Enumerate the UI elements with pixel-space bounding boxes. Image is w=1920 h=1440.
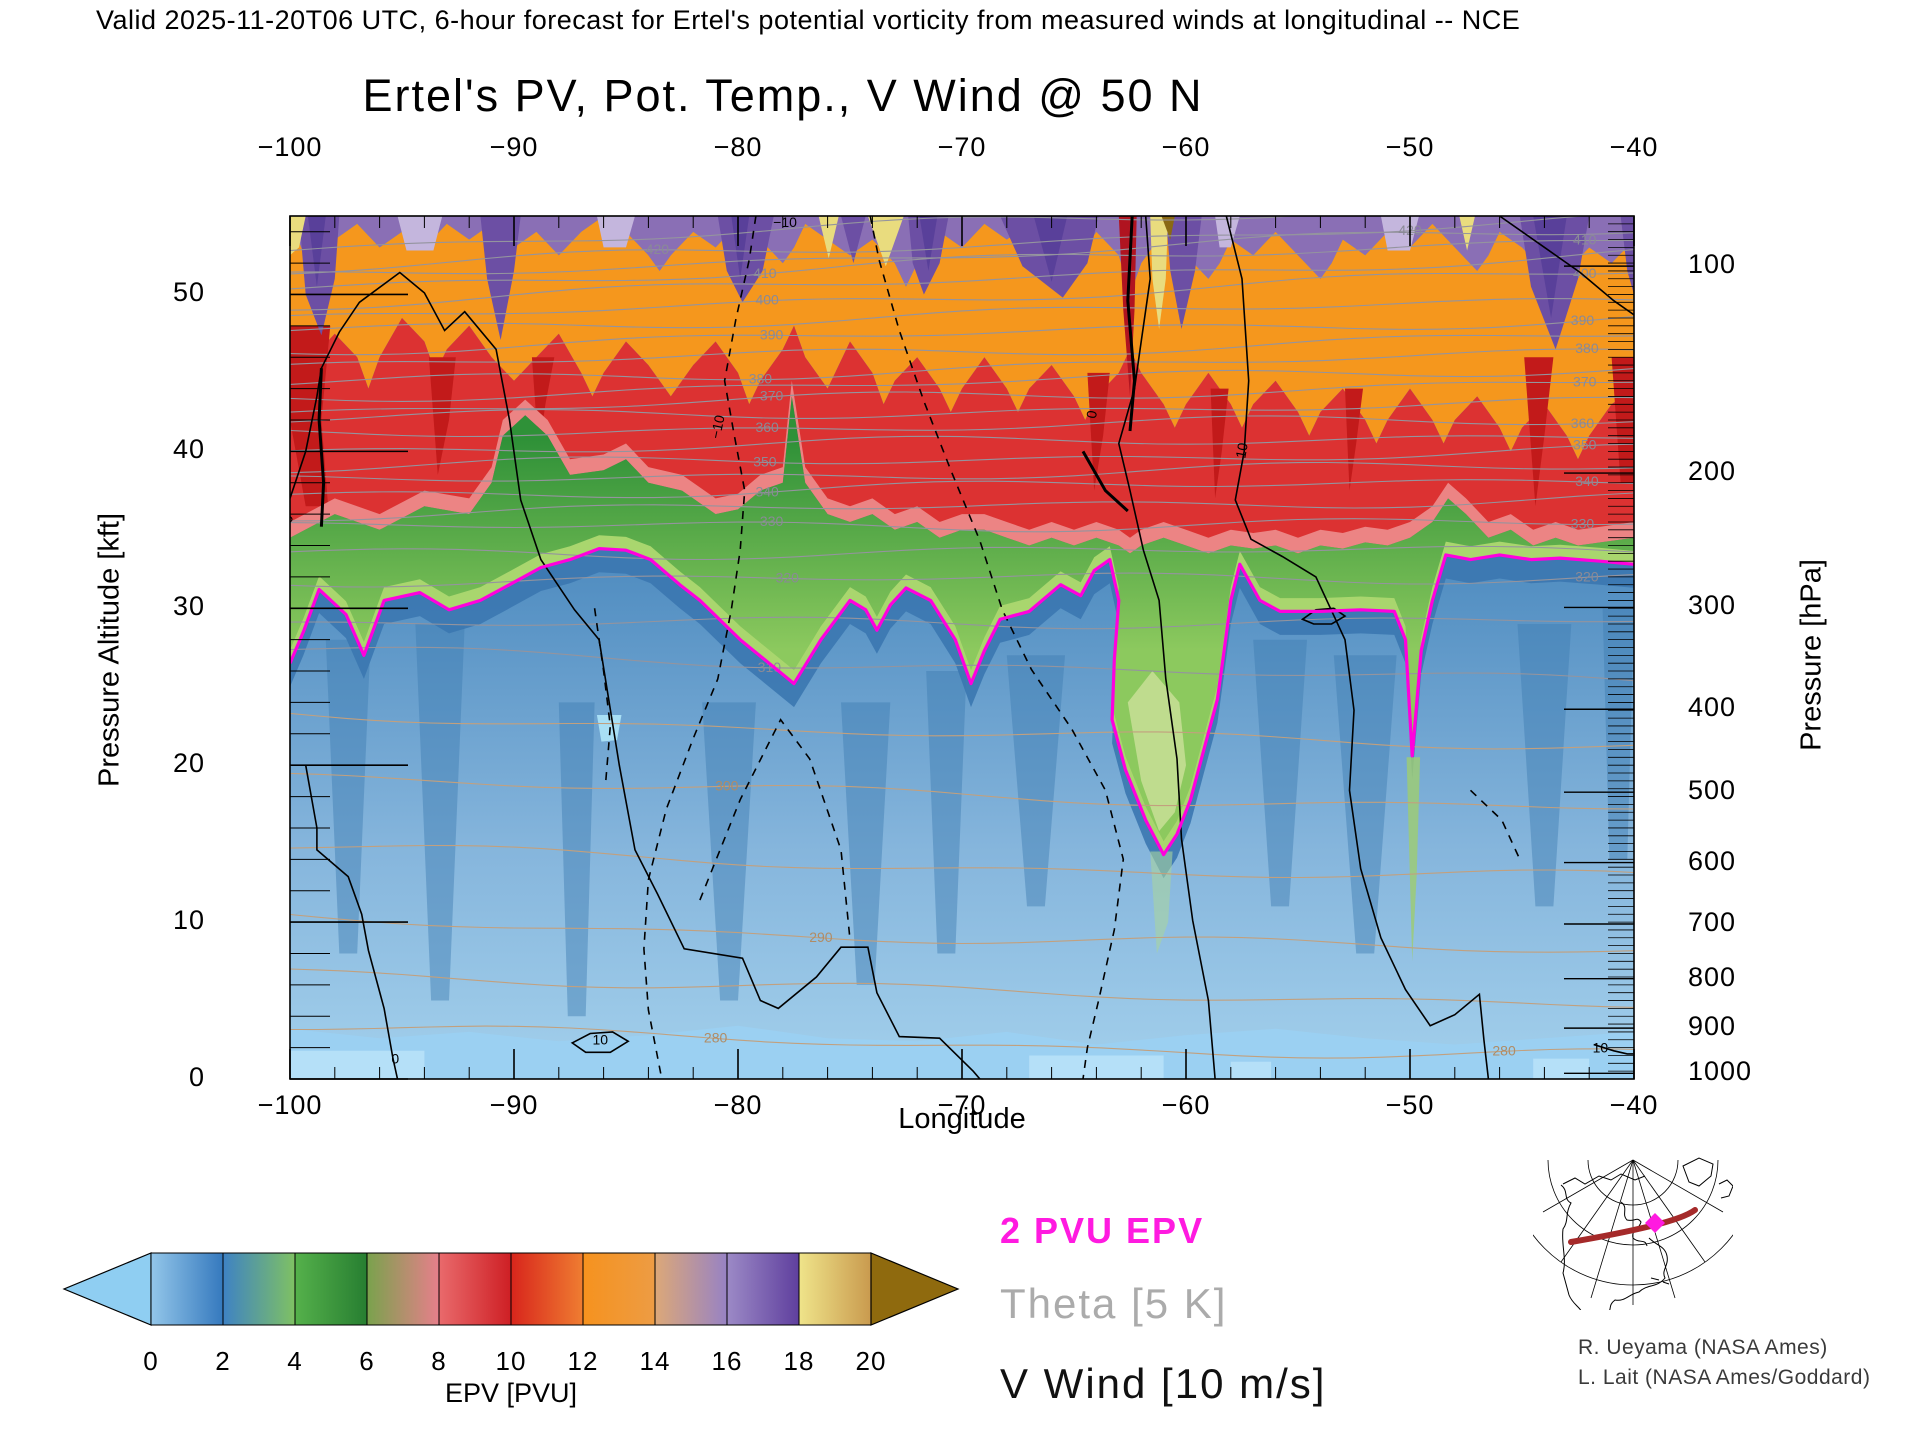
y-left-axis-label: Pressure Altitude [kft] xyxy=(93,512,126,788)
y-left-tick-label: 0 xyxy=(188,1062,205,1092)
svg-text:10: 10 xyxy=(1593,1039,1609,1055)
colorbar-tick-label: 0 xyxy=(143,1346,159,1376)
y-right-tick-label: 300 xyxy=(1688,590,1737,621)
colorbar-tick-label: 2 xyxy=(215,1346,231,1376)
y-left-tick-label: 50 xyxy=(172,277,205,308)
svg-text:−10: −10 xyxy=(773,214,797,230)
colorbar-tick-label: 8 xyxy=(431,1346,447,1376)
x-tick-label: −80 xyxy=(713,1090,763,1120)
x-tick-label: −40 xyxy=(1609,1090,1659,1120)
svg-text:280: 280 xyxy=(1492,1042,1516,1058)
svg-text:350: 350 xyxy=(753,453,777,469)
map-location-marker xyxy=(1645,1213,1665,1233)
x-top-tick-label: −60 xyxy=(1161,132,1211,162)
colorbar-tick-label: 16 xyxy=(711,1346,743,1376)
colorbar-tick-label: 20 xyxy=(855,1346,887,1376)
svg-text:0: 0 xyxy=(391,1050,399,1066)
y-left-tick-label: 30 xyxy=(172,591,205,622)
x-top-tick-label: −50 xyxy=(1385,132,1435,162)
x-top-tick-label: −70 xyxy=(937,132,987,162)
y-right-tick-label: 100 xyxy=(1688,249,1737,280)
x-tick-label: −90 xyxy=(489,1090,539,1120)
colorbar-tick-label: 6 xyxy=(359,1346,375,1376)
credit-line: R. Ueyama (NASA Ames) xyxy=(1578,1336,1828,1359)
y-left-tick-label: 10 xyxy=(172,905,205,936)
colorbar-label: EPV [PVU] xyxy=(444,1378,578,1408)
svg-text:320: 320 xyxy=(776,569,800,585)
colorbar-tick-label: 4 xyxy=(287,1346,303,1376)
svg-text:380: 380 xyxy=(1575,340,1599,356)
y-left-tick-label: 20 xyxy=(172,748,205,779)
svg-text:300: 300 xyxy=(715,777,739,793)
page-title: Ertel's PV, Pot. Temp., V Wind @ 50 N xyxy=(362,70,1204,121)
svg-text:370: 370 xyxy=(1573,374,1597,390)
svg-text:10: 10 xyxy=(592,1031,608,1047)
svg-text:350: 350 xyxy=(1573,437,1597,453)
svg-text:290: 290 xyxy=(809,929,833,945)
svg-text:330: 330 xyxy=(760,513,784,529)
legend-item-vwind: V Wind [10 m/s] xyxy=(1000,1360,1327,1407)
y-right-tick-label: 400 xyxy=(1688,692,1737,723)
x-axis-label: Longitude xyxy=(898,1103,1026,1135)
map-graticule xyxy=(1533,1159,1733,1305)
y-right-tick-label: 800 xyxy=(1688,961,1737,992)
x-tick-label: −60 xyxy=(1161,1090,1211,1120)
validity-header: Valid 2025-11-20T06 UTC, 6-hour forecast… xyxy=(96,5,1521,35)
colorbar-tick-label: 12 xyxy=(567,1346,599,1376)
svg-text:400: 400 xyxy=(1573,265,1597,281)
x-tick-label: −70 xyxy=(937,1090,987,1120)
colorbar-tick-label: 10 xyxy=(495,1346,527,1376)
x-top-tick-label: −40 xyxy=(1609,132,1659,162)
svg-text:330: 330 xyxy=(1571,516,1595,532)
svg-text:340: 340 xyxy=(755,483,779,499)
colorbar-tick-label: 18 xyxy=(783,1346,815,1376)
legend-item-theta: Theta [5 K] xyxy=(1000,1280,1228,1327)
svg-text:0: 0 xyxy=(1083,409,1100,420)
y-right-tick-label: 1000 xyxy=(1688,1056,1753,1087)
svg-text:340: 340 xyxy=(1575,473,1599,489)
svg-text:400: 400 xyxy=(755,292,779,308)
svg-text:280: 280 xyxy=(704,1029,728,1045)
svg-text:360: 360 xyxy=(1571,415,1595,431)
svg-text:360: 360 xyxy=(755,419,779,435)
svg-text:0: 0 xyxy=(279,512,297,525)
y-right-tick-label: 200 xyxy=(1688,456,1737,487)
x-top-tick-label: −100 xyxy=(257,132,323,162)
svg-text:410: 410 xyxy=(1573,231,1597,247)
y-right-axis-label: Pressure [hPa] xyxy=(1795,559,1828,751)
svg-text:390: 390 xyxy=(1571,312,1595,328)
legend-item-2pvu: 2 PVU EPV xyxy=(1000,1210,1205,1251)
x-tick-label: −100 xyxy=(257,1090,323,1120)
y-right-tick-label: 900 xyxy=(1688,1011,1737,1042)
svg-text:410: 410 xyxy=(753,265,777,281)
y-right-tick-label: 700 xyxy=(1688,906,1737,937)
y-right-tick-label: 500 xyxy=(1688,775,1737,806)
y-right-tick-label: 600 xyxy=(1688,845,1737,876)
y-left-tick-label: 40 xyxy=(172,434,205,465)
svg-text:10: 10 xyxy=(1232,441,1250,459)
svg-text:370: 370 xyxy=(760,388,784,404)
svg-text:420: 420 xyxy=(646,241,670,257)
x-tick-label: −50 xyxy=(1385,1090,1435,1120)
svg-text:310: 310 xyxy=(758,659,782,675)
svg-text:−10: −10 xyxy=(707,413,728,440)
map-inset xyxy=(1533,1157,1733,1310)
svg-text:380: 380 xyxy=(749,371,773,387)
credit-line: L. Lait (NASA Ames/Goddard) xyxy=(1578,1366,1871,1389)
x-top-tick-label: −90 xyxy=(489,132,539,162)
x-top-tick-label: −80 xyxy=(713,132,763,162)
colorbar-tick-label: 14 xyxy=(639,1346,671,1376)
map-coastline xyxy=(1560,1157,1733,1310)
svg-text:320: 320 xyxy=(1575,568,1599,584)
svg-text:390: 390 xyxy=(760,326,784,342)
